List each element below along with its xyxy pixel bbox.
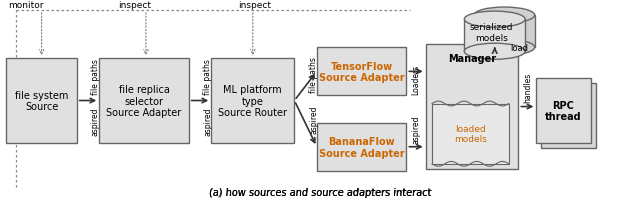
FancyBboxPatch shape bbox=[536, 79, 591, 143]
Text: file paths: file paths bbox=[309, 57, 318, 93]
FancyBboxPatch shape bbox=[432, 104, 509, 164]
Text: aspired: aspired bbox=[309, 105, 318, 133]
FancyBboxPatch shape bbox=[317, 48, 406, 96]
FancyBboxPatch shape bbox=[541, 84, 596, 148]
Text: monitor: monitor bbox=[8, 1, 43, 9]
FancyBboxPatch shape bbox=[211, 59, 294, 143]
FancyBboxPatch shape bbox=[465, 20, 525, 52]
FancyBboxPatch shape bbox=[426, 45, 518, 169]
Text: loaded
models: loaded models bbox=[454, 124, 487, 144]
Ellipse shape bbox=[465, 44, 525, 60]
Text: load: load bbox=[511, 44, 529, 53]
Text: Manager: Manager bbox=[448, 54, 496, 64]
Text: serialized
models: serialized models bbox=[470, 23, 513, 43]
Text: aspired: aspired bbox=[91, 107, 100, 135]
Ellipse shape bbox=[465, 12, 525, 28]
FancyBboxPatch shape bbox=[6, 59, 77, 143]
Text: (a) how sources and source adapters interact: (a) how sources and source adapters inte… bbox=[209, 187, 431, 197]
Text: RPC
thread: RPC thread bbox=[545, 100, 582, 122]
FancyBboxPatch shape bbox=[474, 16, 535, 48]
Text: Loaders: Loaders bbox=[412, 64, 420, 95]
Text: aspired: aspired bbox=[204, 107, 212, 135]
Text: handles: handles bbox=[523, 72, 532, 102]
Text: file paths: file paths bbox=[91, 59, 100, 95]
FancyBboxPatch shape bbox=[99, 59, 189, 143]
Text: BananaFlow
Source Adapter: BananaFlow Source Adapter bbox=[319, 136, 404, 158]
FancyBboxPatch shape bbox=[317, 123, 406, 171]
Text: file system
Source: file system Source bbox=[15, 90, 68, 112]
Text: ML platform
type
Source Router: ML platform type Source Router bbox=[218, 84, 287, 118]
Ellipse shape bbox=[474, 40, 535, 56]
Ellipse shape bbox=[474, 8, 535, 24]
Text: inspect: inspect bbox=[118, 1, 151, 9]
Text: file paths: file paths bbox=[204, 59, 212, 95]
Text: (a) how sources and source adapters interact: (a) how sources and source adapters inte… bbox=[209, 187, 431, 197]
Text: TensorFlow
Source Adapter: TensorFlow Source Adapter bbox=[319, 61, 404, 83]
Text: aspired: aspired bbox=[412, 115, 420, 144]
Text: inspect: inspect bbox=[238, 1, 271, 9]
Text: file replica
selector
Source Adapter: file replica selector Source Adapter bbox=[106, 84, 182, 118]
